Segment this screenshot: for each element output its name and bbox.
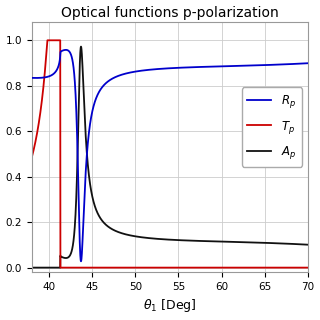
$T_p$: [58, 266, 62, 269]
$R_p$: [306, 61, 310, 65]
$R_p$: [148, 68, 152, 72]
$R_p$: [61, 48, 65, 52]
X-axis label: $\theta_1$ [Deg]: $\theta_1$ [Deg]: [143, 298, 196, 315]
$A_p$: [30, 266, 34, 269]
$T_p$: [306, 266, 310, 269]
$A_p$: [136, 235, 140, 239]
$T_p$: [301, 266, 305, 269]
$A_p$: [306, 243, 310, 247]
$R_p$: [64, 48, 68, 52]
$A_p$: [271, 241, 275, 245]
$A_p$: [79, 45, 83, 49]
$A_p$: [300, 243, 304, 246]
$R_p$: [78, 240, 82, 244]
$A_p$: [148, 236, 152, 240]
$T_p$: [45, 38, 49, 42]
$T_p$: [78, 266, 82, 269]
Line: $R_p$: $R_p$: [32, 50, 308, 261]
Legend: $R_p$, $T_p$, $A_p$: $R_p$, $T_p$, $A_p$: [242, 87, 302, 167]
$R_p$: [30, 76, 34, 80]
Title: Optical functions p-polarization: Optical functions p-polarization: [61, 5, 279, 20]
$T_p$: [30, 156, 34, 159]
$T_p$: [148, 266, 152, 269]
$R_p$: [271, 63, 275, 67]
$R_p$: [301, 61, 305, 65]
$T_p$: [271, 266, 275, 269]
Line: $T_p$: $T_p$: [32, 40, 308, 268]
$T_p$: [61, 266, 65, 269]
$A_p$: [78, 67, 82, 71]
Line: $A_p$: $A_p$: [32, 47, 308, 268]
$T_p$: [136, 266, 140, 269]
$R_p$: [136, 69, 140, 73]
$R_p$: [79, 259, 83, 263]
$A_p$: [61, 256, 65, 260]
